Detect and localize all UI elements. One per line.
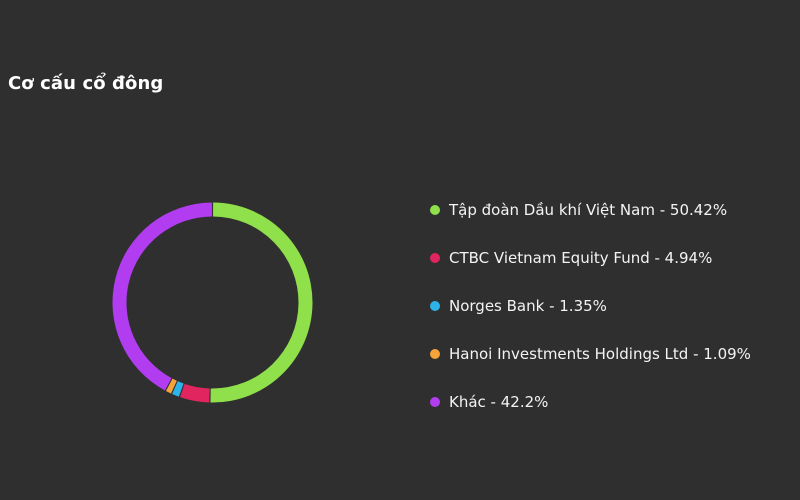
chart-legend: Tập đoàn Dầu khí Việt Nam - 50.42% CTBC …: [430, 198, 751, 438]
donut-slice-2[interactable]: [172, 381, 184, 397]
legend-marker-icon: [430, 397, 440, 407]
legend-marker-icon: [430, 205, 440, 215]
legend-label: CTBC Vietnam Equity Fund - 4.94%: [449, 249, 713, 267]
legend-item-petrovietnam[interactable]: Tập đoàn Dầu khí Việt Nam - 50.42%: [430, 198, 751, 222]
legend-marker-icon: [430, 301, 440, 311]
donut-chart: [112, 202, 313, 403]
donut-slice-3[interactable]: [165, 378, 177, 394]
donut-slice-1[interactable]: [180, 383, 210, 403]
legend-item-norges-bank[interactable]: Norges Bank - 1.35%: [430, 294, 751, 318]
chart-title: Cơ cấu cổ đông: [8, 73, 164, 94]
donut-slice-0[interactable]: [210, 202, 313, 403]
legend-label: Norges Bank - 1.35%: [449, 297, 607, 315]
legend-marker-icon: [430, 253, 440, 263]
legend-label: Tập đoàn Dầu khí Việt Nam - 50.42%: [449, 201, 728, 219]
donut-slice-4[interactable]: [112, 202, 212, 391]
legend-marker-icon: [430, 349, 440, 359]
legend-item-other[interactable]: Khác - 42.2%: [430, 390, 751, 414]
legend-item-hanoi-investments[interactable]: Hanoi Investments Holdings Ltd - 1.09%: [430, 342, 751, 366]
legend-item-ctbc[interactable]: CTBC Vietnam Equity Fund - 4.94%: [430, 246, 751, 270]
legend-label: Hanoi Investments Holdings Ltd - 1.09%: [449, 345, 751, 363]
legend-label: Khác - 42.2%: [449, 393, 549, 411]
